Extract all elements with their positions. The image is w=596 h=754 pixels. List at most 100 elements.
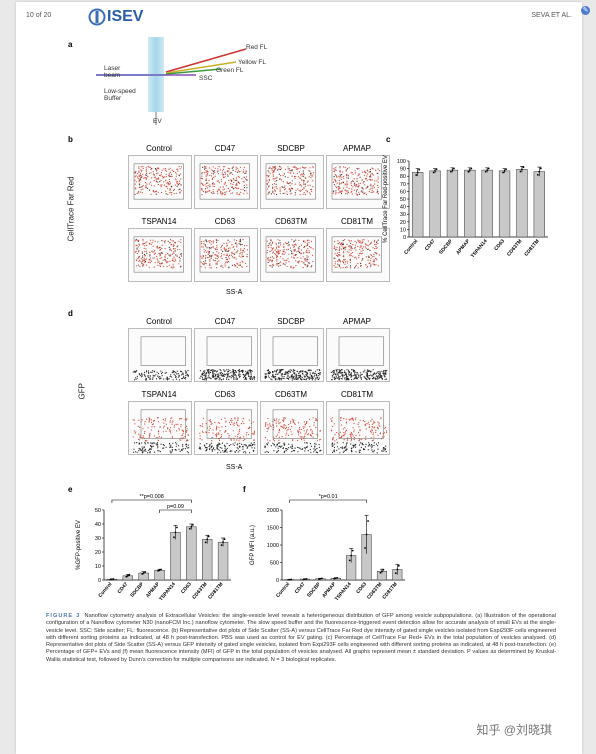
y-tick-label: 10 (95, 564, 101, 570)
scatter-title: APMAP (342, 317, 371, 326)
scatter-dots (331, 236, 382, 273)
panel-b-xlabel: SS-A (226, 289, 243, 296)
red-fl-label: Red FL (246, 44, 268, 51)
replicate-point (468, 169, 471, 172)
x-tick-label: CD63 (493, 238, 506, 252)
significance-bracket (159, 509, 192, 513)
scatter-dots (330, 409, 388, 454)
y-tick-label: 50 (400, 197, 406, 203)
x-tick-label: TSPAN14 (158, 581, 177, 602)
replicate-point (379, 571, 382, 574)
y-tick-label: 1000 (267, 543, 279, 549)
y-tick-label: 0 (403, 235, 406, 241)
isev-logo-icon (88, 8, 106, 26)
y-tick-label: 100 (397, 159, 406, 165)
significance-label: *p=0.01 (319, 494, 338, 500)
replicate-point (111, 578, 113, 581)
x-tick-label: CD63TM (191, 581, 208, 600)
red-fl-path (165, 48, 247, 73)
replicate-point (318, 578, 320, 581)
replicate-point (287, 578, 290, 581)
scatter-plot (326, 328, 390, 382)
replicate-point (334, 577, 337, 580)
replicate-point (290, 578, 293, 581)
scatter-dots (133, 236, 184, 273)
replicate-point (158, 569, 161, 572)
scatter-dots (331, 163, 382, 200)
y-tick-label: 500 (270, 561, 279, 567)
x-tick-label: CD47 (294, 581, 307, 595)
replicate-point (109, 578, 112, 581)
figure-caption: FIGURE 3 Nanoflow cytometry analysis of … (46, 613, 556, 664)
x-tick-label: SDCBP (306, 581, 322, 599)
replicate-point (470, 167, 473, 170)
replicate-point (207, 535, 210, 538)
replicate-point (144, 571, 147, 573)
ssc-label: SSC (199, 75, 213, 82)
significance-label: **p=0.008 (139, 494, 163, 500)
scatter-dots (199, 336, 256, 381)
scatter-plot (128, 401, 192, 455)
replicate-point (450, 170, 452, 173)
replicate-point (128, 573, 131, 576)
replicate-point (204, 541, 207, 544)
scatter-plot (194, 328, 258, 382)
replicate-point (505, 168, 507, 171)
replicate-point (206, 538, 209, 541)
panel-e-letter: e (68, 485, 73, 494)
scatter-plot (128, 328, 192, 382)
panel-b-ylabel: CellTrace Far Red (66, 176, 76, 242)
scatter-title: CD81TM (340, 390, 373, 399)
replicate-point (302, 578, 305, 581)
replicate-point (484, 170, 487, 173)
replicate-point (521, 168, 523, 171)
y-tick-label: 60 (400, 189, 406, 195)
x-tick-label: CD63 (180, 581, 193, 595)
scatter-plot (128, 155, 192, 209)
scatter-plot (326, 228, 390, 282)
replicate-point (539, 167, 542, 170)
scatter-plot (260, 401, 324, 455)
isev-logo: ISEV (88, 8, 143, 31)
y-tick-label: 20 (400, 220, 406, 226)
scatter-title: APMAP (342, 144, 371, 153)
y-tick-label: 30 (95, 536, 101, 542)
scatter-title: TSPAN14 (141, 390, 177, 399)
x-tick-label: CD63 (355, 581, 368, 595)
bar (186, 526, 197, 581)
y-axis-label: GFP MFI (a.u.) (250, 525, 256, 565)
scatter-dots (265, 163, 316, 200)
bar (217, 541, 229, 581)
scatter-dots (199, 163, 250, 200)
x-tick-label: CD81TM (523, 238, 540, 257)
scatter-plot (326, 155, 390, 209)
replicate-point (451, 169, 454, 172)
bar (202, 539, 213, 581)
x-tick-label: CD47 (117, 581, 130, 595)
panel-d-letter: d (68, 309, 73, 318)
paper-page: 10 of 20 ISEV SEVA ET AL. a Red FL Yello… (16, 2, 582, 754)
scatter-dots (132, 409, 190, 454)
replicate-point (486, 169, 489, 172)
significance-bracket (111, 499, 192, 503)
laser-beam-label: Laser beam (104, 65, 121, 79)
replicate-point (453, 167, 455, 170)
pin-icon[interactable]: ✎ (581, 6, 590, 15)
y-tick-label: 10 (400, 227, 406, 233)
replicate-point (394, 572, 397, 575)
scatter-plot (260, 328, 324, 382)
scatter-title: CD63TM (274, 390, 307, 399)
x-tick-label: TSPAN14 (334, 581, 353, 602)
scatter-title: CD63TM (274, 217, 307, 226)
isev-brand: ISEV (107, 8, 144, 25)
replicate-point (288, 578, 291, 581)
replicate-point (188, 527, 191, 530)
replicate-point (367, 520, 369, 522)
scatter-title: TSPAN14 (141, 217, 177, 226)
replicate-point (364, 547, 366, 549)
y-tick-label: 30 (400, 212, 406, 218)
significance-bracket (289, 499, 367, 503)
y-tick-label: 90 (400, 167, 406, 173)
